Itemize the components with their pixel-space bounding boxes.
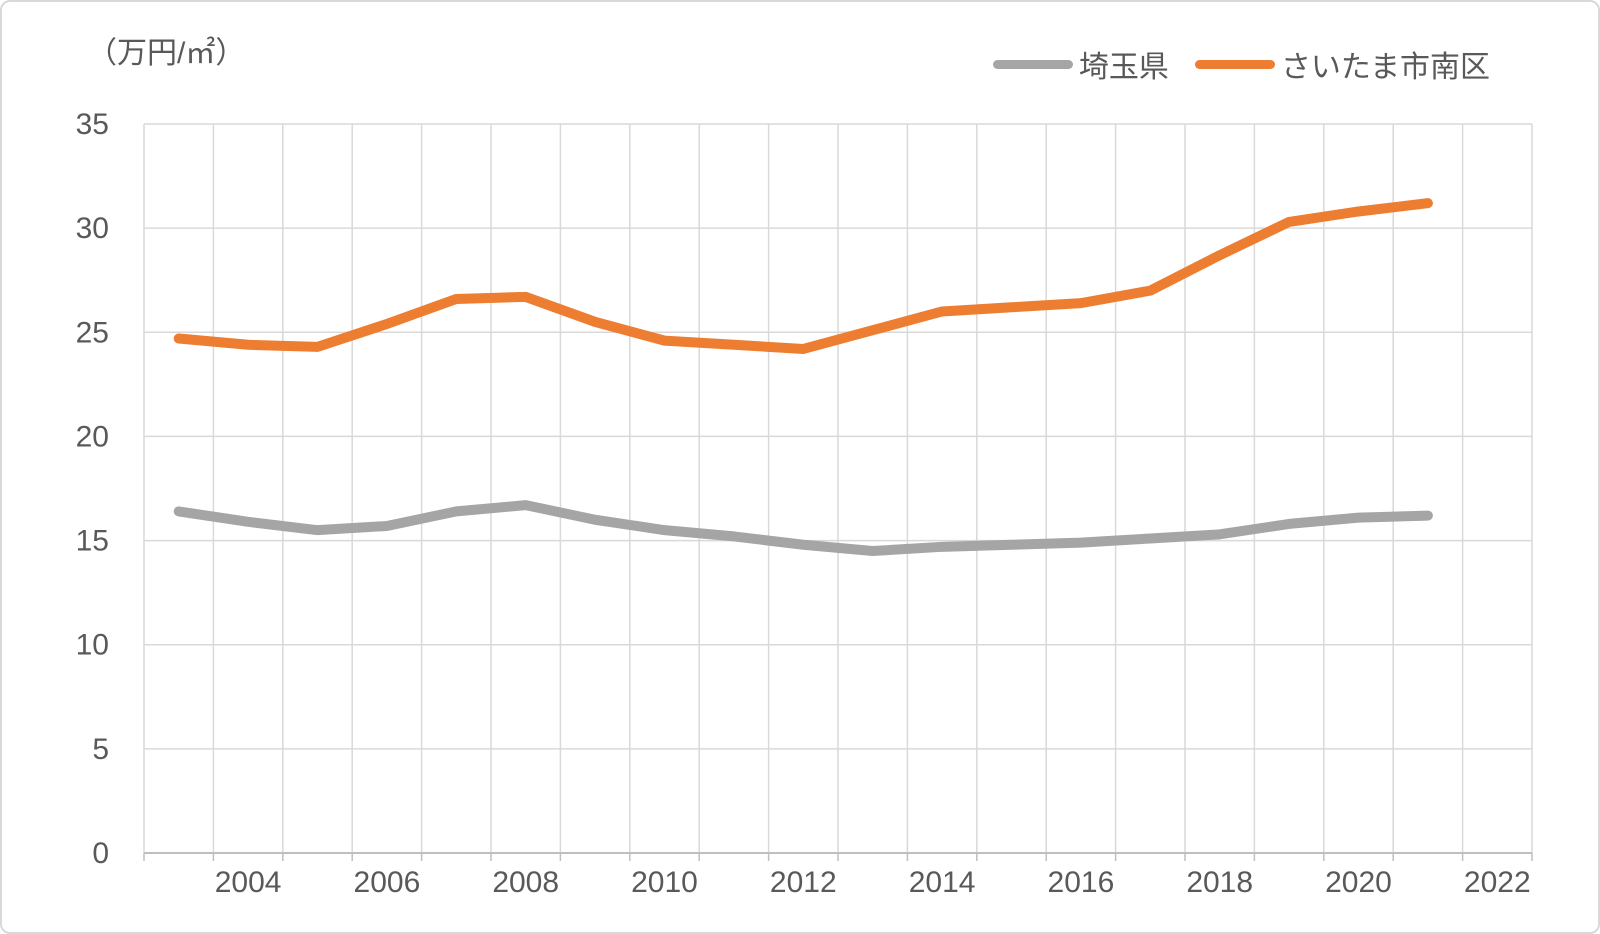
x-axis-tick-label: 2014 — [909, 866, 976, 899]
y-axis-tick-label: 5 — [92, 733, 109, 766]
legend-label-saitama-city-minami: さいたま市南区 — [1280, 51, 1490, 84]
y-axis-tick-label: 15 — [76, 525, 109, 558]
legend-swatch-saitama-city-minami — [1194, 59, 1275, 69]
legend-label-saitama-pref: 埼玉県 — [1078, 51, 1169, 84]
x-axis-tick-label: 2012 — [770, 866, 837, 899]
legend: 埼玉県 さいたま市南区 — [992, 42, 1490, 86]
legend-item-saitama-city-minami: さいたま市南区 — [1194, 42, 1490, 86]
series-line-saitama-city-minami — [173, 198, 1433, 354]
x-axis-tick-label: 2018 — [1186, 866, 1253, 899]
x-axis-tick-label: 2022 — [1464, 866, 1531, 899]
x-axis-tick-label: 2020 — [1325, 866, 1392, 899]
x-axis-tick-label: 2016 — [1048, 866, 1115, 899]
y-axis-tick-label: 30 — [76, 212, 109, 245]
y-axis-tick-label: 10 — [76, 629, 109, 662]
x-axis-tick-label: 2008 — [492, 866, 559, 899]
legend-swatch-saitama-pref — [992, 59, 1073, 69]
y-axis-tick-label: 0 — [92, 837, 109, 870]
series-line-saitama-pref — [173, 500, 1433, 556]
y-axis-unit-label: （万円/㎡） — [87, 37, 246, 70]
y-axis-tick-label: 20 — [76, 420, 109, 453]
x-axis-tick-label: 2004 — [215, 866, 282, 899]
x-axis-tick-label: 2010 — [631, 866, 698, 899]
x-axis-tick-label: 2006 — [354, 866, 421, 899]
legend-item-saitama-pref: 埼玉県 — [992, 42, 1169, 86]
y-axis-tick-label: 35 — [76, 108, 109, 141]
y-axis-tick-label: 25 — [76, 316, 109, 349]
